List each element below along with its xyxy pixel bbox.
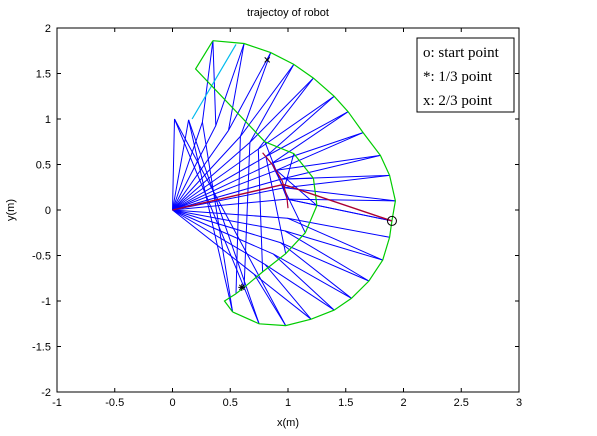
link-2-line: [265, 111, 349, 157]
link-1-line: [172, 121, 203, 211]
y-tick-label: -1.5: [32, 342, 51, 354]
link-2-line: [249, 64, 295, 143]
y-tick-label: -0.5: [32, 251, 51, 263]
trajectory-outer-lower: [232, 220, 393, 327]
link-2-line: [215, 43, 245, 126]
trajectory-inner: [235, 141, 318, 295]
plot-markers: [238, 56, 397, 291]
y-ticks: -2 -1.5 -1 -0.5 0 0.5 1 1.5 2: [32, 23, 519, 399]
plot-lines: [172, 40, 397, 327]
x-tick-label: 2: [400, 397, 406, 409]
link-1-line: [172, 209, 266, 265]
link-1-line: [172, 198, 288, 211]
x-tick-label: 3: [516, 397, 522, 409]
chart-title: trajectoy of robot: [247, 7, 329, 19]
link-2-line: [201, 122, 234, 312]
x-ticks: -1 -0.5 0 0.5 1 1.5 2 2.5 3: [52, 28, 522, 409]
y-tick-label: 2: [45, 23, 51, 35]
link-2-line: [212, 40, 217, 126]
link-2-inner-line: [276, 169, 318, 206]
link-2-line: [281, 154, 381, 180]
link-1-line: [172, 162, 272, 211]
link-2-line: [280, 242, 370, 282]
link-2-line: [188, 119, 260, 324]
cyan-link-line: [191, 44, 237, 120]
legend-entry-third: *: 1/3 point: [423, 69, 493, 85]
link-2-line: [276, 154, 381, 171]
two-third-point-marker: [264, 56, 271, 63]
highlight-arm: [172, 183, 393, 222]
link-1-line: [172, 148, 259, 211]
elbow-curve: [262, 152, 289, 209]
link-2-inner-line: [284, 153, 295, 188]
link-2-line: [253, 273, 312, 320]
link-2-line: [239, 52, 272, 137]
x-tick-label: 1: [285, 397, 291, 409]
y-tick-label: -2: [41, 387, 51, 399]
link-2-inner-line: [265, 156, 287, 254]
y-tick-label: 1: [45, 114, 51, 126]
legend-box: [416, 37, 515, 113]
link-2-line: [271, 132, 364, 164]
link-1-line: [172, 209, 255, 275]
link-2-line: [257, 77, 314, 150]
link-2-inner-line: [243, 142, 251, 288]
trajectory-lower-cap: [223, 293, 237, 313]
legend-entry-two-third: x: 2/3 point: [423, 93, 493, 109]
link-2-line: [284, 230, 383, 261]
link-2-inner-line: [271, 163, 306, 234]
x-axis-label: x(m): [277, 417, 299, 429]
link-2-line: [253, 274, 287, 326]
link-1-line: [172, 209, 281, 244]
link-1-line: [172, 118, 175, 211]
link-2-line: [249, 77, 314, 143]
link-2-line: [271, 111, 349, 164]
legend: o: start point *: 1/3 point x: 2/3 point: [416, 37, 515, 113]
link-2-line: [280, 242, 352, 299]
third-point-marker: [238, 283, 246, 291]
link-1-line: [172, 136, 241, 211]
link-1-line: [172, 209, 274, 255]
link-2-line: [174, 118, 287, 326]
link-2-line: [239, 64, 295, 137]
link-2-line: [273, 253, 335, 311]
link-1-line: [172, 209, 288, 219]
y-tick-label: 1.5: [36, 69, 51, 81]
link-2-line: [273, 253, 352, 299]
link-2-line: [287, 198, 393, 222]
x-tick-label: 0: [169, 397, 175, 409]
link-2-line: [264, 264, 312, 320]
link-1-line: [172, 156, 267, 211]
link-1-line: [172, 178, 282, 211]
link-2-line: [284, 187, 396, 202]
link-2-line: [228, 52, 272, 131]
link-2-line: [258, 95, 335, 150]
link-2-line: [228, 43, 245, 131]
x-tick-label: 0.5: [223, 397, 238, 409]
x-tick-label: -1: [52, 397, 62, 409]
link-2-line: [287, 217, 390, 238]
y-tick-label: 0.5: [36, 160, 51, 172]
y-axis-label: y(m): [5, 199, 17, 221]
link-2-inner-line: [235, 136, 241, 294]
link-2-line: [188, 119, 234, 313]
x-tick-label: 2.5: [454, 397, 469, 409]
link-2-line: [287, 217, 383, 261]
trajectory-upper-cap: [194, 40, 266, 143]
link-2-line: [174, 118, 260, 324]
x-tick-label: 1.5: [338, 397, 353, 409]
link-2-line: [284, 174, 390, 189]
link-2-inner-line: [257, 149, 264, 272]
link-1-line: [172, 119, 190, 211]
trajectory-outer-upper: [212, 40, 397, 222]
x-tick-label: -0.5: [105, 397, 124, 409]
y-tick-label: -1: [41, 296, 51, 308]
link-2-line: [264, 263, 335, 311]
link-2-line: [287, 198, 396, 202]
start-point-marker: [386, 215, 397, 226]
y-tick-label: 0: [45, 205, 51, 217]
legend-entry-start: o: start point: [423, 45, 500, 61]
